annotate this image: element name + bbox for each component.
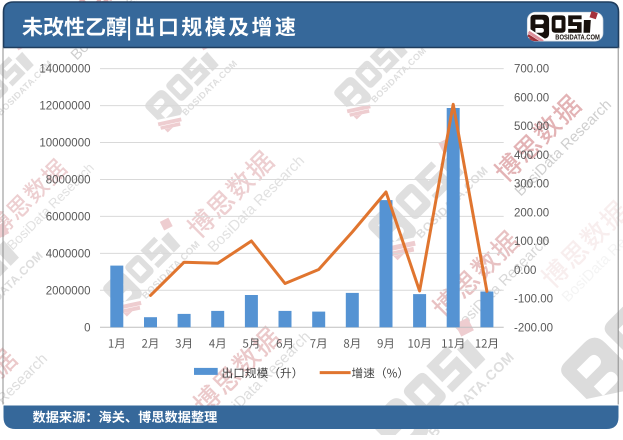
svg-text:14000000: 14000000 (39, 64, 90, 76)
svg-text:300.00: 300.00 (514, 179, 549, 191)
svg-text:12000000: 12000000 (39, 101, 90, 113)
svg-text:0: 0 (84, 322, 90, 334)
svg-text:10000000: 10000000 (39, 138, 90, 150)
svg-text:700.00: 700.00 (514, 64, 549, 76)
svg-text:600.00: 600.00 (514, 92, 549, 104)
svg-text:-200.00: -200.00 (514, 322, 553, 334)
svg-text:200.00: 200.00 (514, 207, 549, 219)
svg-text:BOSIDATA.COM: BOSIDATA.COM (555, 33, 600, 42)
svg-text:100.00: 100.00 (514, 236, 549, 248)
svg-text:2000000: 2000000 (46, 285, 91, 297)
svg-text:4000000: 4000000 (46, 249, 91, 261)
svg-text:-100.00: -100.00 (514, 294, 553, 306)
svg-text:400.00: 400.00 (514, 150, 549, 162)
svg-text:6000000: 6000000 (46, 212, 91, 224)
svg-text:8000000: 8000000 (46, 175, 91, 187)
svg-text:0.00: 0.00 (514, 265, 536, 277)
svg-text:500.00: 500.00 (514, 121, 549, 133)
